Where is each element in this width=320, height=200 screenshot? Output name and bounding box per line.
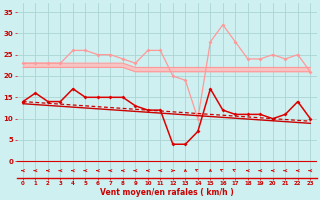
X-axis label: Vent moyen/en rafales ( km/h ): Vent moyen/en rafales ( km/h ) — [100, 188, 234, 197]
